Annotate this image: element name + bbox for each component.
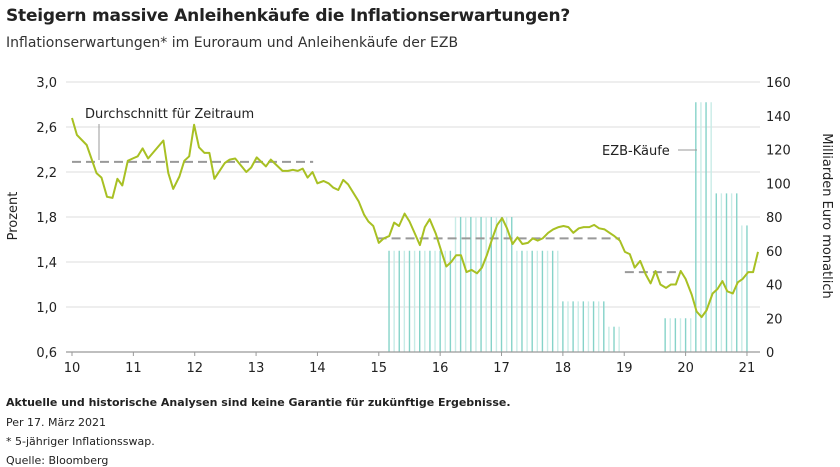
y-right-tick-label: 140 bbox=[766, 110, 791, 125]
x-tick-label: 12 bbox=[186, 361, 203, 376]
average-annotation: Durchschnitt für Zeitraum bbox=[85, 107, 254, 122]
axes: 3,02,62,21,81,41,00,61601401201008060402… bbox=[36, 76, 791, 376]
x-tick-label: 13 bbox=[248, 361, 265, 376]
y-left-tick-label: 2,6 bbox=[36, 121, 57, 136]
y-left-tick-label: 2,2 bbox=[36, 166, 57, 181]
purchases-annotation: EZB-Käufe bbox=[602, 144, 670, 159]
footnote: * 5-jähriger Inflationsswap. bbox=[6, 435, 155, 448]
y-left-tick-label: 3,0 bbox=[36, 76, 57, 91]
y-right-tick-label: 60 bbox=[766, 245, 783, 260]
inflation-expectations-line bbox=[71, 117, 759, 319]
x-tick-label: 10 bbox=[64, 361, 81, 376]
y-right-tick-label: 0 bbox=[766, 346, 774, 361]
y-right-tick-label: 100 bbox=[766, 177, 791, 192]
as-of-date: Per 17. März 2021 bbox=[6, 416, 107, 429]
y-left-tick-label: 1,8 bbox=[36, 211, 57, 226]
x-tick-label: 21 bbox=[739, 361, 756, 376]
y-axis-left-label: Prozent bbox=[6, 192, 21, 241]
purchase-bars bbox=[388, 102, 748, 352]
x-tick-label: 11 bbox=[125, 361, 142, 376]
x-tick-label: 16 bbox=[432, 361, 449, 376]
chart: 3,02,62,21,81,41,00,61601401201008060402… bbox=[6, 76, 834, 376]
x-tick-label: 15 bbox=[371, 361, 388, 376]
x-tick-label: 14 bbox=[309, 361, 326, 376]
x-tick-label: 19 bbox=[616, 361, 633, 376]
source: Quelle: Bloomberg bbox=[6, 454, 109, 467]
chart-subtitle: Inflationserwartungen* im Euroraum und A… bbox=[6, 35, 459, 51]
y-left-tick-label: 0,6 bbox=[36, 346, 57, 361]
chart-title: Steigern massive Anleihenkäufe die Infla… bbox=[6, 6, 571, 26]
y-left-tick-label: 1,0 bbox=[36, 301, 57, 316]
y-right-tick-label: 160 bbox=[766, 76, 791, 91]
y-right-tick-label: 20 bbox=[766, 312, 783, 327]
y-right-tick-label: 120 bbox=[766, 144, 791, 159]
y-right-tick-label: 80 bbox=[766, 211, 783, 226]
y-right-tick-label: 40 bbox=[766, 279, 783, 294]
x-tick-label: 20 bbox=[677, 361, 694, 376]
x-tick-label: 17 bbox=[493, 361, 510, 376]
y-axis-right-label: Milliarden Euro monatlich bbox=[819, 133, 834, 299]
x-tick-label: 18 bbox=[555, 361, 572, 376]
inflation-line bbox=[71, 117, 759, 319]
y-left-tick-label: 1,4 bbox=[36, 256, 57, 271]
disclaimer: Aktuelle und historische Analysen sind k… bbox=[6, 396, 511, 409]
